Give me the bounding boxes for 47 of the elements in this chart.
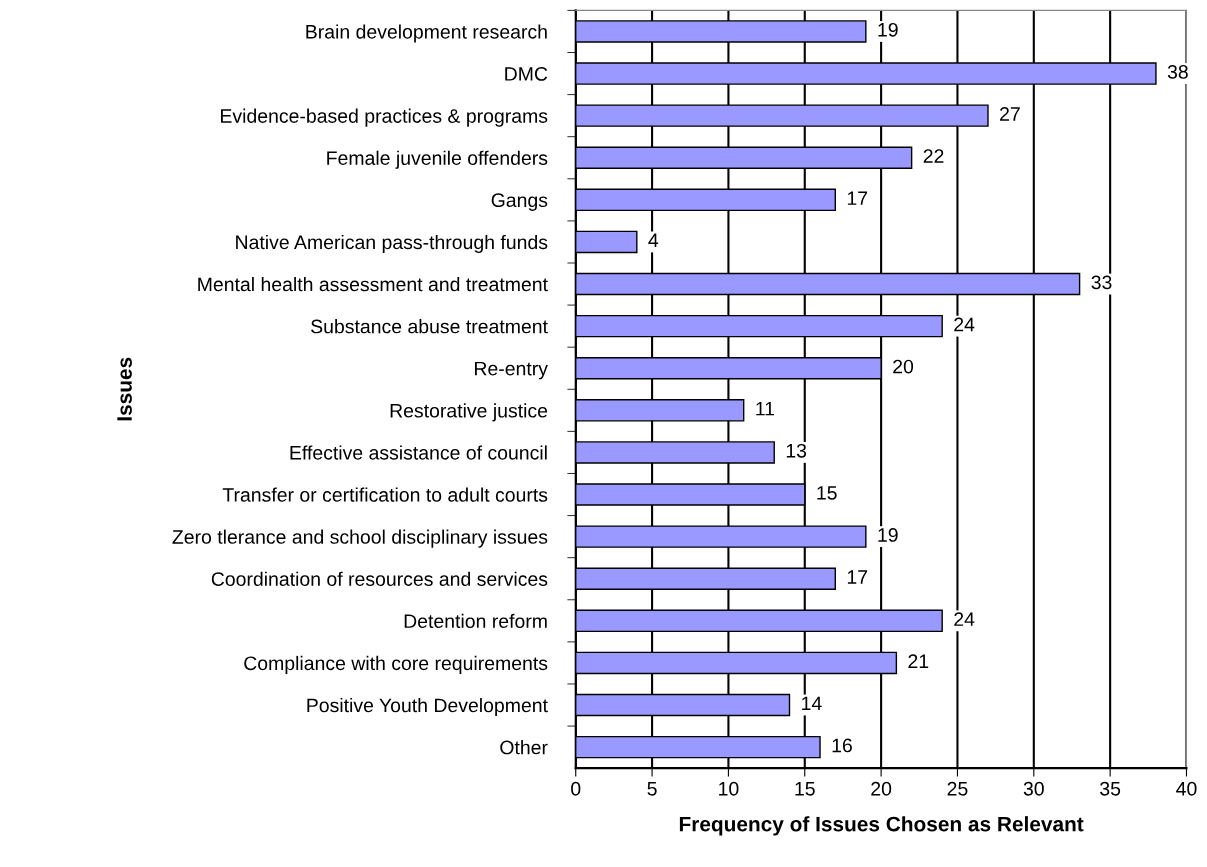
data-label: 4 <box>648 233 659 247</box>
data-label: 21 <box>908 654 929 668</box>
y-tick-label: Restorative justice <box>390 403 548 422</box>
y-tick-label: Native American pass-through funds <box>236 234 548 254</box>
y-tick-label: Transfer or certification to adult courts <box>222 487 548 502</box>
y-tick-label: Zero tlerance and school disciplinary issues <box>172 529 548 548</box>
y-tick-label: Evidence-based practices & programs <box>221 108 548 127</box>
data-label: 13 <box>786 443 807 458</box>
y-tick-label: Detention reform <box>404 613 547 629</box>
y-tick-label: Coordination of resources and services <box>211 571 548 586</box>
data-label: 24 <box>954 317 975 332</box>
y-axis-title: Issues <box>117 357 132 421</box>
data-label: 17 <box>847 570 868 584</box>
data-label: 24 <box>954 612 975 626</box>
x-tick-label: 15 <box>795 782 815 796</box>
y-tick-label: Mental health assessment and treatment <box>198 276 548 292</box>
x-axis-title: Frequency of Issues Chosen as Relevant <box>679 816 1084 836</box>
data-label: 33 <box>1091 275 1112 290</box>
data-label: 16 <box>832 738 852 753</box>
data-label: 22 <box>923 149 944 163</box>
x-tick-label: 0 <box>571 781 581 796</box>
x-tick-label: 10 <box>719 781 739 796</box>
data-label: 27 <box>1000 107 1020 121</box>
x-tick-label: 35 <box>1100 781 1121 796</box>
y-tick-label: Female juvenile offenders <box>327 150 548 169</box>
y-tick-label: Re-entry <box>475 361 548 380</box>
x-tick-label: 5 <box>647 782 657 796</box>
x-tick-label: 25 <box>947 781 968 796</box>
data-label: 11 <box>756 401 775 416</box>
data-label: 14 <box>802 696 822 711</box>
data-label: 19 <box>878 528 898 542</box>
y-tick-label: Other <box>500 740 548 755</box>
y-tick-label: Compliance with core requirements <box>244 655 548 674</box>
data-label: 17 <box>847 191 868 205</box>
y-tick-label: DMC <box>505 67 548 81</box>
data-label: 19 <box>878 22 898 37</box>
data-label: 38 <box>1167 65 1188 79</box>
x-tick-label: 40 <box>1176 781 1197 796</box>
y-tick-label: Positive Youth Development <box>307 697 548 717</box>
data-label: 15 <box>817 486 837 500</box>
x-tick-label: 20 <box>871 781 892 796</box>
y-tick-label: Gangs <box>491 193 548 211</box>
y-tick-label: Brain development research <box>306 24 547 43</box>
data-label: 20 <box>893 359 914 374</box>
x-tick-label: 30 <box>1023 781 1044 796</box>
y-tick-label: Substance abuse treatment <box>311 319 548 334</box>
y-tick-label: Effective assistance of council <box>290 445 547 460</box>
